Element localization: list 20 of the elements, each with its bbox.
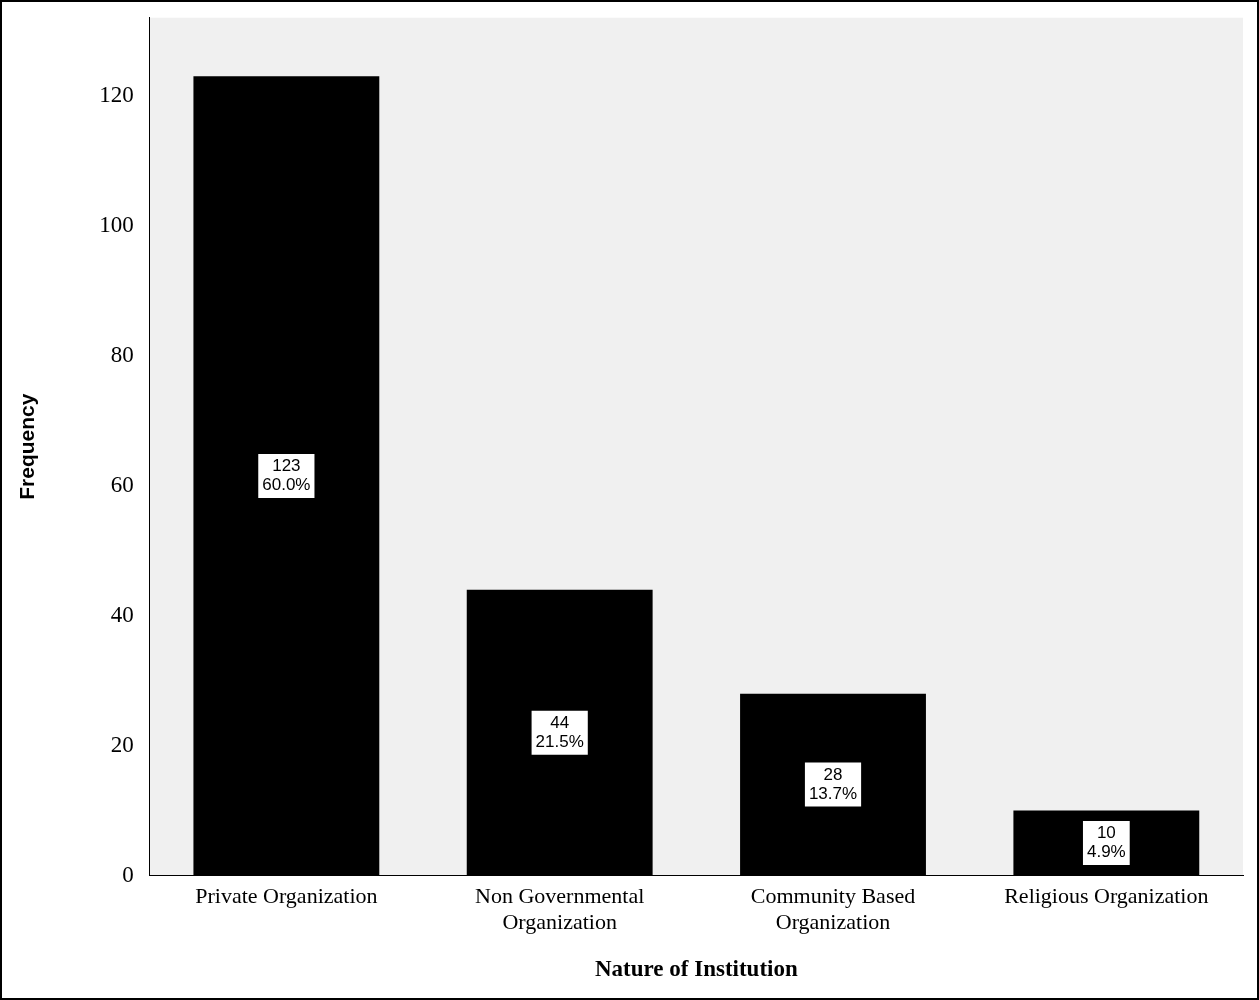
y-axis-title: Frequency bbox=[15, 393, 39, 500]
data-label: 28 13.7% bbox=[808, 764, 858, 803]
bar bbox=[740, 693, 926, 876]
y-tick-label: 20 bbox=[110, 731, 134, 757]
y-tick-label: 80 bbox=[110, 341, 134, 367]
data-label: 10 4.9% bbox=[1086, 823, 1126, 862]
x-tick-label: Religious Organization bbox=[1004, 882, 1209, 908]
x-tick-label: Community Based Organization bbox=[750, 882, 916, 934]
y-tick-label: 0 bbox=[122, 861, 134, 887]
y-tick-label: 40 bbox=[110, 601, 134, 627]
data-label: 123 60.0% bbox=[262, 456, 311, 495]
y-tick-label: 120 bbox=[99, 81, 134, 107]
y-tick-label: 100 bbox=[99, 211, 134, 237]
data-label: 44 21.5% bbox=[535, 712, 584, 751]
bar bbox=[193, 76, 380, 876]
y-tick-label: 60 bbox=[110, 471, 134, 497]
x-axis-title: Nature of Institution bbox=[594, 956, 798, 982]
x-tick-label: Non Governmental Organization bbox=[475, 882, 645, 934]
x-tick-label: Private Organization bbox=[195, 882, 378, 908]
bar bbox=[466, 589, 653, 876]
